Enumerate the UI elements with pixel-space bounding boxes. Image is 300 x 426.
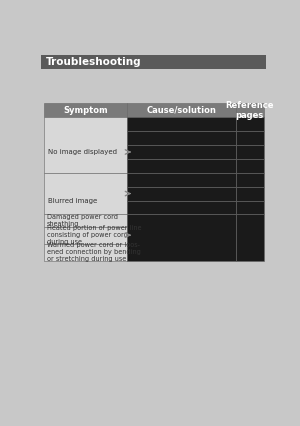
Bar [236,104,264,117]
Bar [128,159,236,173]
Text: Cause/solution: Cause/solution [147,106,217,115]
Bar [41,55,266,69]
Text: Troubleshooting: Troubleshooting [46,57,142,67]
Bar [128,117,236,131]
Bar [128,145,236,159]
Bar [44,244,128,261]
Bar [128,173,236,187]
Bar [44,227,128,244]
Bar [128,131,236,145]
Text: Damaged power cord
sheathing: Damaged power cord sheathing [47,214,118,227]
Bar [44,214,128,227]
Bar [44,104,128,117]
Bar [236,159,264,173]
Bar [236,214,264,261]
Bar [236,173,264,187]
Text: Symptom: Symptom [63,106,108,115]
Bar [236,117,264,131]
Bar [236,201,264,214]
Bar [44,173,128,214]
Text: Heated portion of power line
consisting of power cord
during use: Heated portion of power line consisting … [47,225,141,245]
Bar [236,187,264,201]
Bar [128,201,236,214]
Text: Warmed power cord or loos-
ened connection by bending
or stretching during use: Warmed power cord or loos- ened connecti… [47,242,141,262]
Text: No image displayed: No image displayed [48,149,117,155]
Bar [128,104,236,117]
Bar [128,187,236,201]
Text: Blurred image: Blurred image [48,198,97,204]
Bar [236,131,264,145]
Bar [44,117,128,173]
Text: Reference
pages: Reference pages [226,101,274,120]
Bar [128,214,236,261]
Bar [236,145,264,159]
